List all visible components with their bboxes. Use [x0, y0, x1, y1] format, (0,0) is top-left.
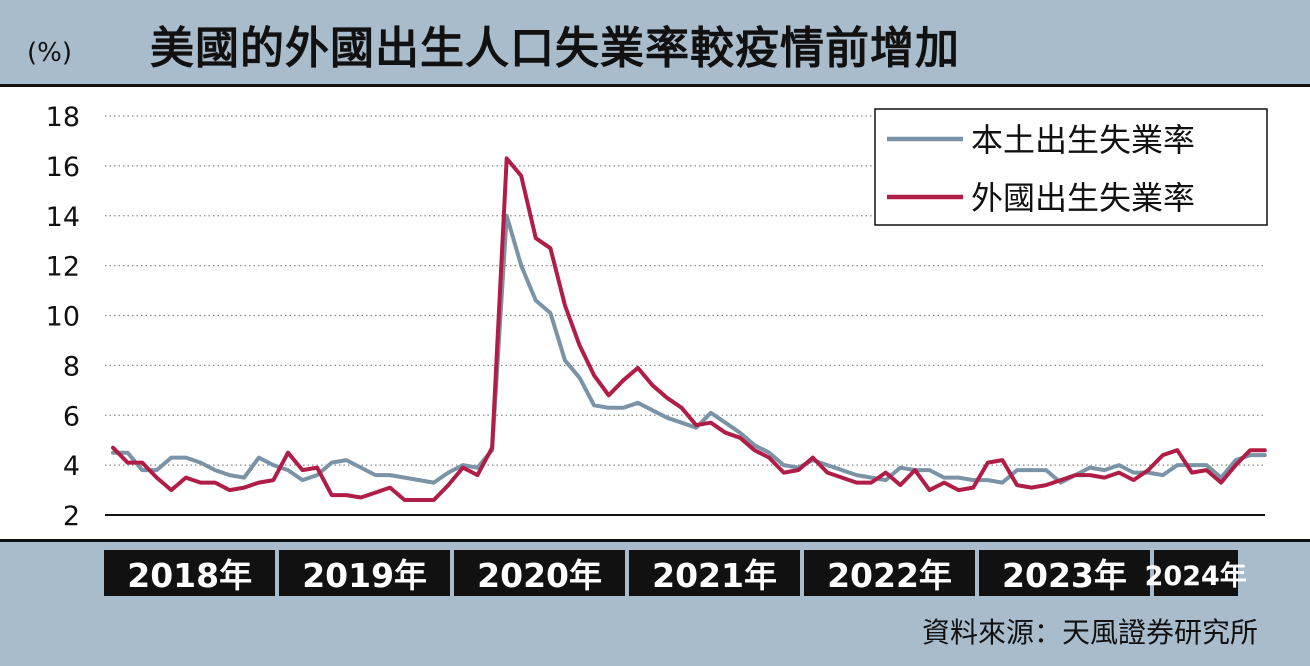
series-line-1 [111, 213, 1267, 485]
y-tick-label: 18 [46, 102, 80, 133]
legend-label: 外國出生失業率 [971, 179, 1195, 217]
y-tick-label: 6 [63, 401, 80, 432]
legend-label: 本土出生失業率 [971, 121, 1195, 159]
y-tick-label: 2 [63, 501, 80, 532]
y-tick-label: 12 [46, 252, 80, 283]
y-tick-label: 10 [46, 302, 80, 333]
year-label: 2023年 [978, 550, 1151, 596]
y-axis-unit: (%) [27, 38, 72, 68]
year-label: 2019年 [278, 550, 451, 596]
year-label: 2024年 [1145, 550, 1247, 596]
year-label: 2022年 [803, 550, 976, 596]
year-label: 2021年 [628, 550, 801, 596]
series-line-2 [111, 156, 1267, 502]
year-label: 2018年 [104, 550, 276, 596]
y-tick-label: 16 [46, 152, 80, 183]
y-tick-label: 4 [63, 451, 80, 482]
year-label: 2020年 [453, 550, 626, 596]
source-note: 資料來源：天風證券研究所 [921, 616, 1258, 649]
legend-box [874, 108, 1268, 226]
chart-title: 美國的外國出生人口失業率較疫情前增加 [150, 23, 960, 74]
y-tick-label: 14 [46, 202, 80, 233]
y-tick-label: 8 [63, 351, 80, 382]
